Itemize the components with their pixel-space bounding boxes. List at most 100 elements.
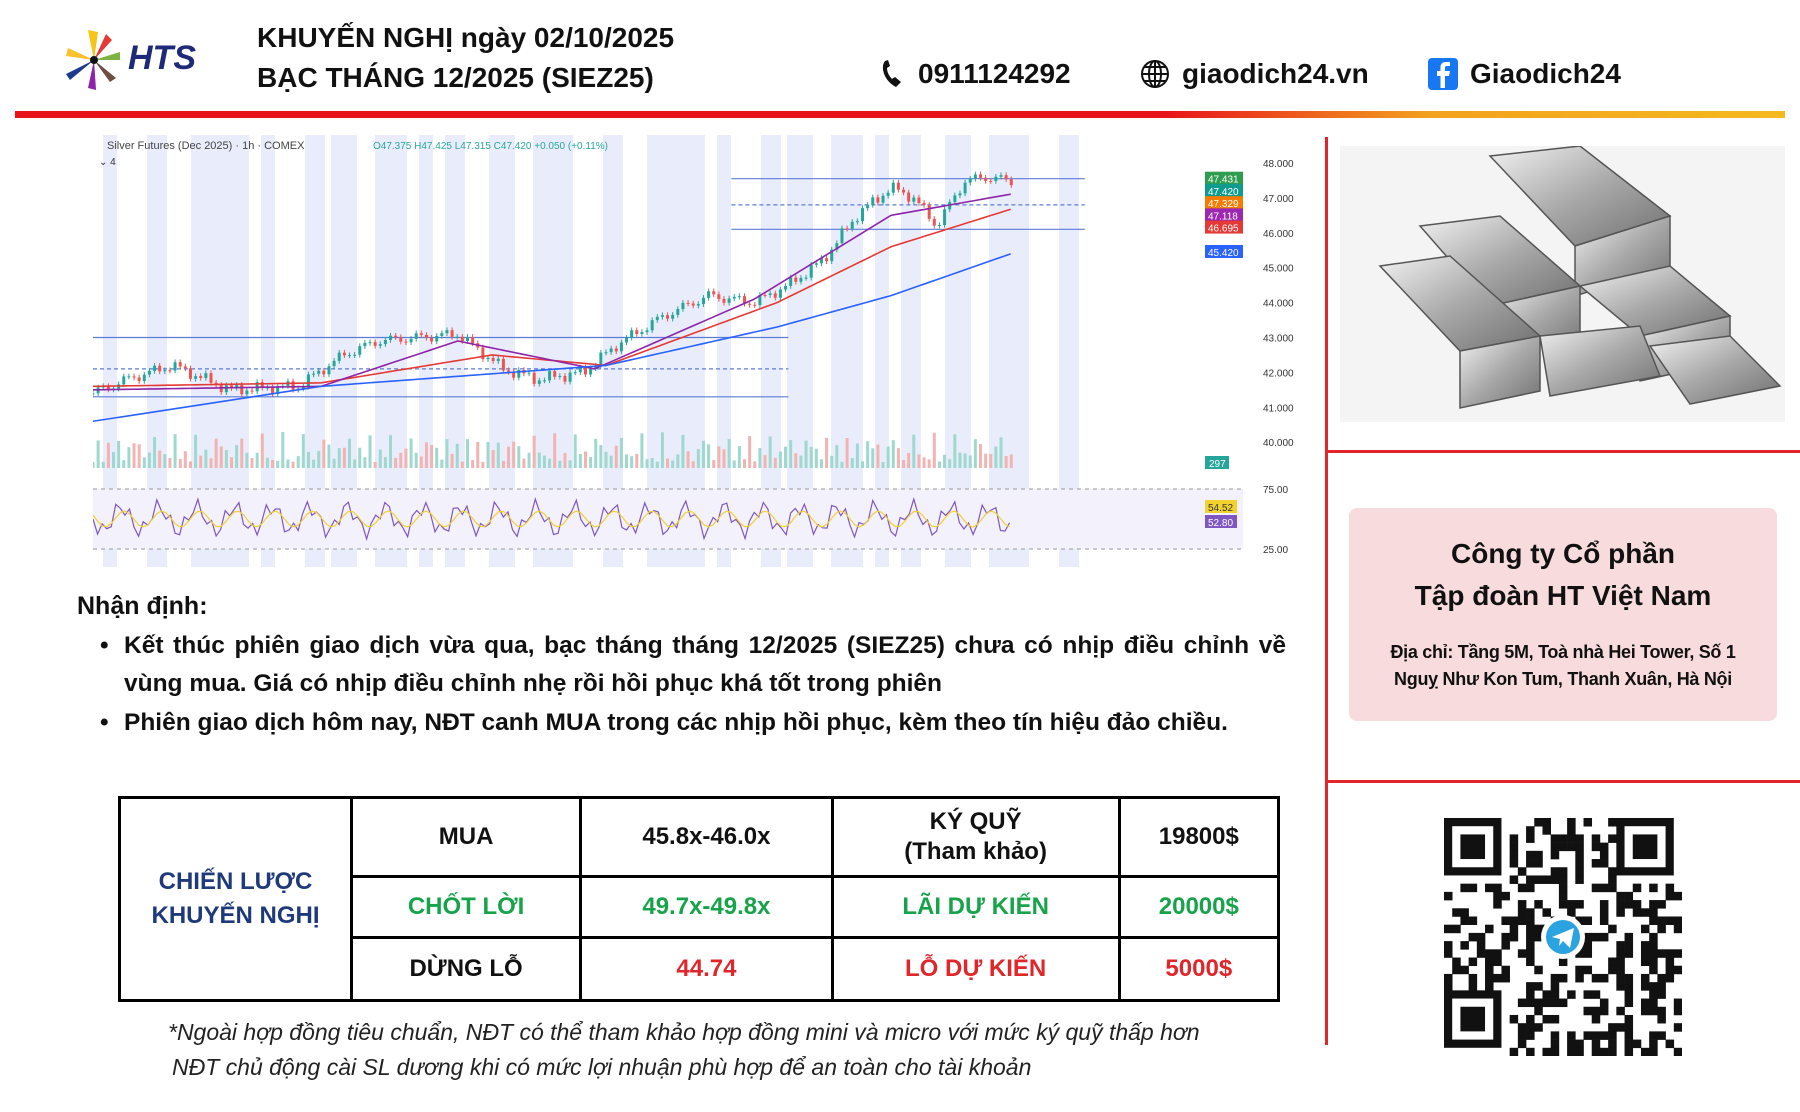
qr-module — [1526, 957, 1535, 967]
price-axis-label: 42.000 — [1263, 368, 1294, 379]
qr-module — [1526, 1047, 1535, 1056]
facebook-link[interactable]: Giaodich24 — [1428, 58, 1621, 90]
qr-module — [1526, 875, 1535, 884]
qr-module — [1452, 908, 1461, 917]
volume-bar — [373, 461, 377, 468]
candle-body — [896, 182, 900, 190]
candle-body — [758, 294, 762, 306]
logo-flower-icon — [66, 30, 120, 90]
session-stripe — [147, 135, 167, 567]
price-tag — [1205, 220, 1243, 234]
candle-body — [748, 303, 752, 305]
volume-bar — [722, 449, 726, 468]
qr-module — [1649, 941, 1658, 950]
phone-contact[interactable]: 0911124292 — [880, 58, 1071, 90]
volume-bar — [368, 435, 372, 468]
price-tag — [1205, 171, 1243, 185]
qr-module — [1608, 875, 1617, 884]
qr-module — [1665, 883, 1675, 893]
qr-module — [1673, 924, 1682, 934]
qr-module — [1501, 941, 1510, 950]
qr-module — [1542, 998, 1551, 1008]
qr-module — [1657, 949, 1666, 958]
qr-module — [1558, 883, 1568, 893]
qr-finder — [1460, 1006, 1486, 1032]
qr-module — [1583, 818, 1593, 827]
telegram-qr-code[interactable] — [1444, 818, 1682, 1056]
session-stripe — [1059, 135, 1079, 567]
qr-module — [1526, 883, 1535, 893]
qr-module — [1517, 998, 1527, 1008]
price-tag-label: 47.118 — [1208, 211, 1238, 222]
qr-module — [1509, 924, 1519, 934]
candle-body — [337, 352, 341, 361]
volume-bar — [999, 437, 1003, 468]
volume-bar — [573, 434, 577, 468]
qr-module — [1575, 842, 1584, 852]
volume-bar — [424, 442, 428, 468]
qr-module — [1665, 1039, 1675, 1049]
candle-body — [927, 205, 931, 219]
volume-bar — [604, 451, 608, 468]
qr-module — [1649, 957, 1658, 967]
volume-bar — [353, 459, 357, 468]
candle-body — [373, 342, 377, 346]
qr-module — [1591, 1047, 1601, 1056]
volume-bar — [537, 452, 541, 468]
qr-module — [1599, 859, 1609, 868]
qr-module — [1542, 818, 1551, 827]
volume-bar — [968, 455, 972, 468]
price-axis-label: 45.000 — [1263, 264, 1294, 275]
volume-bar — [522, 458, 526, 468]
website-link[interactable]: giaodich24.vn — [1140, 58, 1369, 90]
candle-body — [943, 209, 947, 226]
candle-body — [153, 365, 157, 371]
volume-bar — [496, 442, 500, 468]
volume-bar — [158, 450, 162, 468]
company-name-line1: Công ty Cổ phần — [1451, 538, 1675, 569]
volume-bar — [630, 456, 634, 468]
qr-module — [1599, 998, 1609, 1008]
candle-body — [496, 358, 500, 362]
volume-bar — [214, 438, 218, 468]
price-tag — [1205, 196, 1243, 210]
qr-module — [1599, 850, 1609, 860]
volume-bar — [845, 438, 849, 468]
volume-bar — [471, 460, 475, 468]
volume-bar — [419, 456, 423, 468]
candle-body — [414, 333, 418, 339]
qr-module — [1608, 957, 1617, 967]
facebook-text: Giaodich24 — [1470, 58, 1621, 89]
volume-bar — [230, 457, 234, 468]
candle-body — [886, 192, 890, 196]
qr-module — [1624, 1014, 1634, 1024]
hts-logo: HTS — [60, 22, 210, 97]
candle-body — [399, 337, 403, 342]
candle-body — [614, 348, 618, 352]
qr-module — [1485, 924, 1494, 934]
volume-bar — [122, 460, 126, 468]
volume-bar — [886, 446, 890, 468]
rsi-axis-label: 25.00 — [1263, 545, 1288, 556]
candle-body — [260, 382, 264, 388]
qr-module — [1542, 826, 1551, 835]
qr-finder — [1460, 834, 1486, 860]
qr-module — [1657, 1006, 1666, 1016]
candle-body — [204, 373, 208, 379]
candle-body — [106, 386, 110, 390]
qr-module — [1493, 957, 1502, 967]
volume-bar — [332, 458, 336, 468]
volume-bar — [937, 461, 941, 468]
qr-module — [1550, 973, 1560, 983]
qr-module — [1493, 900, 1502, 909]
qr-module — [1526, 941, 1535, 950]
volume-bar — [286, 459, 290, 468]
volume-bar — [712, 460, 716, 468]
volume-bar — [532, 435, 536, 468]
qr-module — [1616, 941, 1625, 950]
qr-module — [1501, 932, 1510, 942]
qr-module — [1517, 900, 1527, 909]
qr-module — [1608, 924, 1617, 934]
qr-module — [1608, 965, 1617, 975]
volume-bar — [276, 460, 280, 468]
